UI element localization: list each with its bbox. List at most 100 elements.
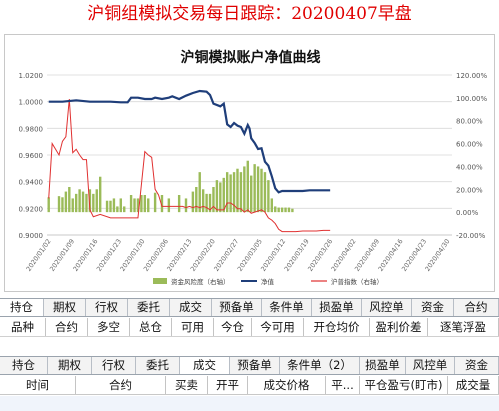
risk-bar (246, 160, 249, 213)
pos-tab-8[interactable]: 风控单 (362, 299, 412, 316)
trade-table-header: 时间 合约 买卖 开平 成交价格 平... 平仓盈亏(盯市) 成交量 (0, 376, 499, 395)
y-tick-label: 0.9200 (19, 205, 44, 213)
cols2-col-1[interactable]: 合约 (76, 376, 166, 394)
risk-bar (260, 168, 263, 213)
cols2-col-0[interactable]: 时间 (0, 376, 76, 394)
cols1-col-7[interactable]: 开仓均价 (304, 318, 370, 336)
cols1-col-4[interactable]: 可用 (172, 318, 214, 336)
pos-tab-9[interactable]: 资金 (412, 299, 454, 316)
cols2-col-5[interactable]: 平... (326, 376, 360, 394)
pos-tab-3[interactable]: 委托 (128, 299, 170, 316)
pos-tab-7[interactable]: 损盈单 (312, 299, 362, 316)
risk-bar (68, 187, 71, 213)
y-tick-label: 1.0200 (19, 72, 44, 80)
net-value-line (48, 89, 331, 194)
headline: 沪铜组模拟交易每日跟踪：20200407早盘 (87, 4, 412, 24)
pos-tab-5[interactable]: 预备单 (212, 299, 262, 316)
cols2-col-4[interactable]: 成交价格 (248, 376, 326, 394)
cols1-col-9[interactable]: 逐笔浮盈 (428, 318, 499, 336)
cols1-col-6[interactable]: 今可用 (252, 318, 304, 336)
risk-bar (208, 193, 212, 213)
risk-bar (88, 189, 92, 213)
trade-tab-3[interactable]: 委托 (136, 357, 180, 374)
position-table-header: 品种 合约 多空 总仓 可用 今仓 今可用 开仓均价 盈利价差 逐笔浮盈 (0, 318, 499, 337)
pos-tab-6[interactable]: 条件单 (262, 299, 312, 316)
risk-bar (112, 198, 116, 213)
risk-bar (263, 172, 267, 213)
trade-tab-2[interactable]: 行权 (92, 357, 136, 374)
position-tab-bar: 持仓 期权 行权 委托 成交 预备单 条件单 损盈单 风控单 资金 合约 (0, 298, 499, 317)
risk-bar (225, 172, 229, 213)
risk-bar (116, 206, 119, 213)
risk-bar (123, 206, 126, 213)
risk-bar (229, 174, 232, 213)
y2-tick-label: 80.00% (456, 118, 483, 126)
index-line (48, 98, 331, 233)
pos-tab-4[interactable]: 成交 (170, 299, 212, 316)
risk-bar (153, 192, 157, 213)
risk-bar (140, 195, 143, 213)
risk-bar (212, 187, 215, 213)
risk-bar (85, 193, 88, 213)
cols1-col-5[interactable]: 今仓 (214, 318, 252, 336)
y-tick-label: 0.9400 (19, 179, 44, 187)
cols2-col-3[interactable]: 开平 (208, 376, 248, 394)
pos-tab-10[interactable]: 合约 (454, 299, 499, 316)
cols1-col-1[interactable]: 合约 (46, 318, 88, 336)
risk-bar (74, 193, 78, 213)
risk-bar (71, 198, 74, 213)
risk-bar (256, 166, 260, 213)
trade-tab-4[interactable]: 成交 (180, 357, 230, 374)
cols2-col-2[interactable]: 买卖 (166, 376, 208, 394)
risk-bar (243, 166, 246, 213)
trade-tab-7[interactable]: 损盈单 (360, 357, 406, 374)
risk-bar (136, 198, 140, 213)
pos-tab-2[interactable]: 行权 (86, 299, 128, 316)
pos-tab-0[interactable]: 持仓 (0, 299, 44, 316)
cols2-col-7[interactable]: 成交量 (448, 376, 499, 394)
risk-bar (277, 207, 280, 213)
legend-risk-label: 资金风险度（右轴） (171, 277, 230, 286)
y-tick-label: 0.9600 (19, 152, 44, 160)
trade-tab-8[interactable]: 风控单 (406, 357, 455, 374)
cols1-col-3[interactable]: 总仓 (130, 318, 172, 336)
risk-bar (284, 207, 287, 213)
trade-tab-5[interactable]: 预备单 (230, 357, 280, 374)
risk-bar (78, 189, 81, 213)
y-tick-label: 0.9000 (19, 232, 44, 240)
risk-bar (64, 191, 68, 213)
risk-bar (195, 187, 198, 213)
risk-bar (119, 198, 122, 213)
legend-risk-swatch (153, 278, 167, 284)
chart-title: 沪铜模拟账户净值曲线 (180, 50, 321, 66)
trade-tab-0[interactable]: 持仓 (0, 357, 48, 374)
cols2-col-6[interactable]: 平仓盈亏(盯市) (360, 376, 448, 394)
risk-bar (236, 168, 239, 213)
risk-bar (47, 197, 50, 213)
pos-tab-1[interactable]: 期权 (44, 299, 86, 316)
risk-bar (215, 180, 219, 213)
risk-bar (267, 180, 270, 213)
risk-bar (109, 200, 112, 213)
cols1-col-8[interactable]: 盈利价差 (370, 318, 428, 336)
trade-tab-9[interactable]: 资金 (455, 357, 499, 374)
risk-bar (129, 195, 133, 213)
risk-bar (270, 198, 274, 213)
position-table-body (0, 338, 499, 355)
trade-tab-1[interactable]: 期权 (48, 357, 92, 374)
risk-bar (239, 172, 243, 213)
risk-bar (274, 206, 277, 213)
y-tick-label: 1.0000 (19, 99, 44, 107)
risk-bar (57, 196, 61, 213)
cols1-col-2[interactable]: 多空 (88, 318, 130, 336)
risk-bar (198, 172, 201, 213)
trade-tab-6[interactable]: 条件单（2） (280, 357, 360, 374)
x-tick-label: 2020/04/30 (424, 238, 452, 273)
risk-bar (253, 164, 256, 213)
trade-tab-bar: 持仓 期权 行权 委托 成交 预备单 条件单（2） 损盈单 风控单 资金 (0, 356, 499, 375)
cols1-col-0[interactable]: 品种 (0, 318, 46, 336)
risk-bar (92, 193, 95, 213)
risk-bar (147, 198, 150, 213)
risk-bar (177, 195, 181, 213)
y2-tick-label: 60.00% (456, 141, 483, 149)
